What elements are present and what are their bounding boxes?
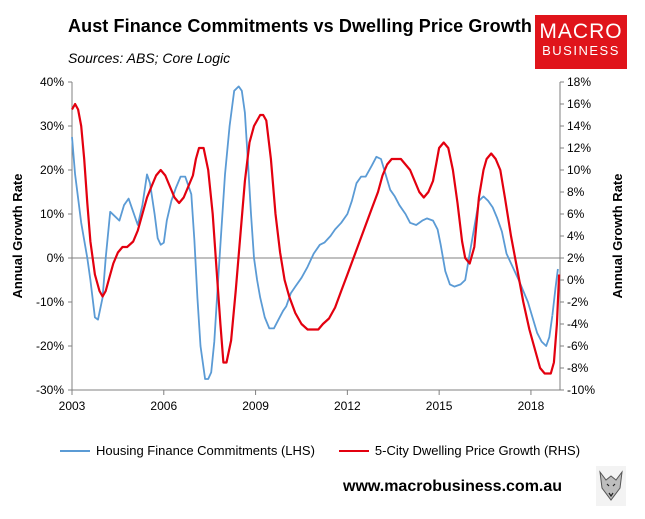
- right-tick-label: 18%: [567, 75, 591, 89]
- right-tick-label: 2%: [567, 251, 585, 265]
- legend-item-rhs: 5-City Dwelling Price Growth (RHS): [338, 443, 581, 458]
- left-tick-label: 20%: [40, 163, 64, 177]
- x-tick-label: 2009: [242, 399, 269, 413]
- chart-title: Aust Finance Commitments vs Dwelling Pri…: [68, 16, 532, 36]
- series-line-housing-finance-tail: [551, 268, 559, 316]
- right-axis-title: Annual Growth Rate: [610, 174, 625, 299]
- left-tick-label: 40%: [40, 75, 64, 89]
- right-tick-label: -4%: [567, 317, 589, 331]
- logo-line-1: MACRO: [539, 20, 623, 43]
- right-tick-label: -10%: [567, 383, 595, 397]
- right-tick-label: 4%: [567, 229, 585, 243]
- left-tick-label: -10%: [36, 295, 64, 309]
- right-tick-label: -2%: [567, 295, 589, 309]
- macrobusiness-logo: MACRO BUSINESS: [535, 15, 627, 69]
- x-tick-label: 2003: [59, 399, 86, 413]
- x-tick-label: 2006: [150, 399, 177, 413]
- left-tick-label: -20%: [36, 339, 64, 353]
- right-tick-label: -6%: [567, 339, 589, 353]
- x-tick-label: 2015: [426, 399, 453, 413]
- fox-mascot-icon: [596, 466, 626, 506]
- left-axis-title: Annual Growth Rate: [10, 174, 25, 299]
- left-tick-label: -30%: [36, 383, 64, 397]
- chart-legend: Housing Finance Commitments (LHS) 5-City…: [60, 443, 604, 458]
- legend-swatch-lhs: [60, 449, 90, 452]
- left-tick-label: 30%: [40, 119, 64, 133]
- chart-subtitle: Sources: ABS; Core Logic: [68, 50, 231, 66]
- logo-line-2: BUSINESS: [542, 43, 620, 58]
- x-tick-label: 2012: [334, 399, 361, 413]
- series-line-housing-finance: [71, 85, 554, 380]
- right-tick-label: 8%: [567, 185, 585, 199]
- legend-label-lhs: Housing Finance Commitments (LHS): [96, 443, 315, 458]
- left-tick-label: 10%: [40, 207, 64, 221]
- legend-label-rhs: 5-City Dwelling Price Growth (RHS): [374, 443, 581, 458]
- right-tick-label: 16%: [567, 97, 591, 111]
- right-tick-label: -8%: [567, 361, 589, 375]
- right-tick-label: 10%: [567, 163, 591, 177]
- x-tick-label: 2018: [518, 399, 545, 413]
- left-tick-label: 0%: [47, 251, 65, 265]
- right-tick-label: 14%: [567, 119, 591, 133]
- legend-swatch-rhs: [338, 449, 369, 452]
- series-line-dwelling-price: [71, 102, 561, 375]
- website-url[interactable]: www.macrobusiness.com.au: [343, 478, 563, 495]
- right-tick-label: 12%: [567, 141, 591, 155]
- legend-item-lhs: Housing Finance Commitments (LHS): [60, 443, 315, 458]
- right-tick-label: 0%: [567, 273, 585, 287]
- right-tick-label: 6%: [567, 207, 585, 221]
